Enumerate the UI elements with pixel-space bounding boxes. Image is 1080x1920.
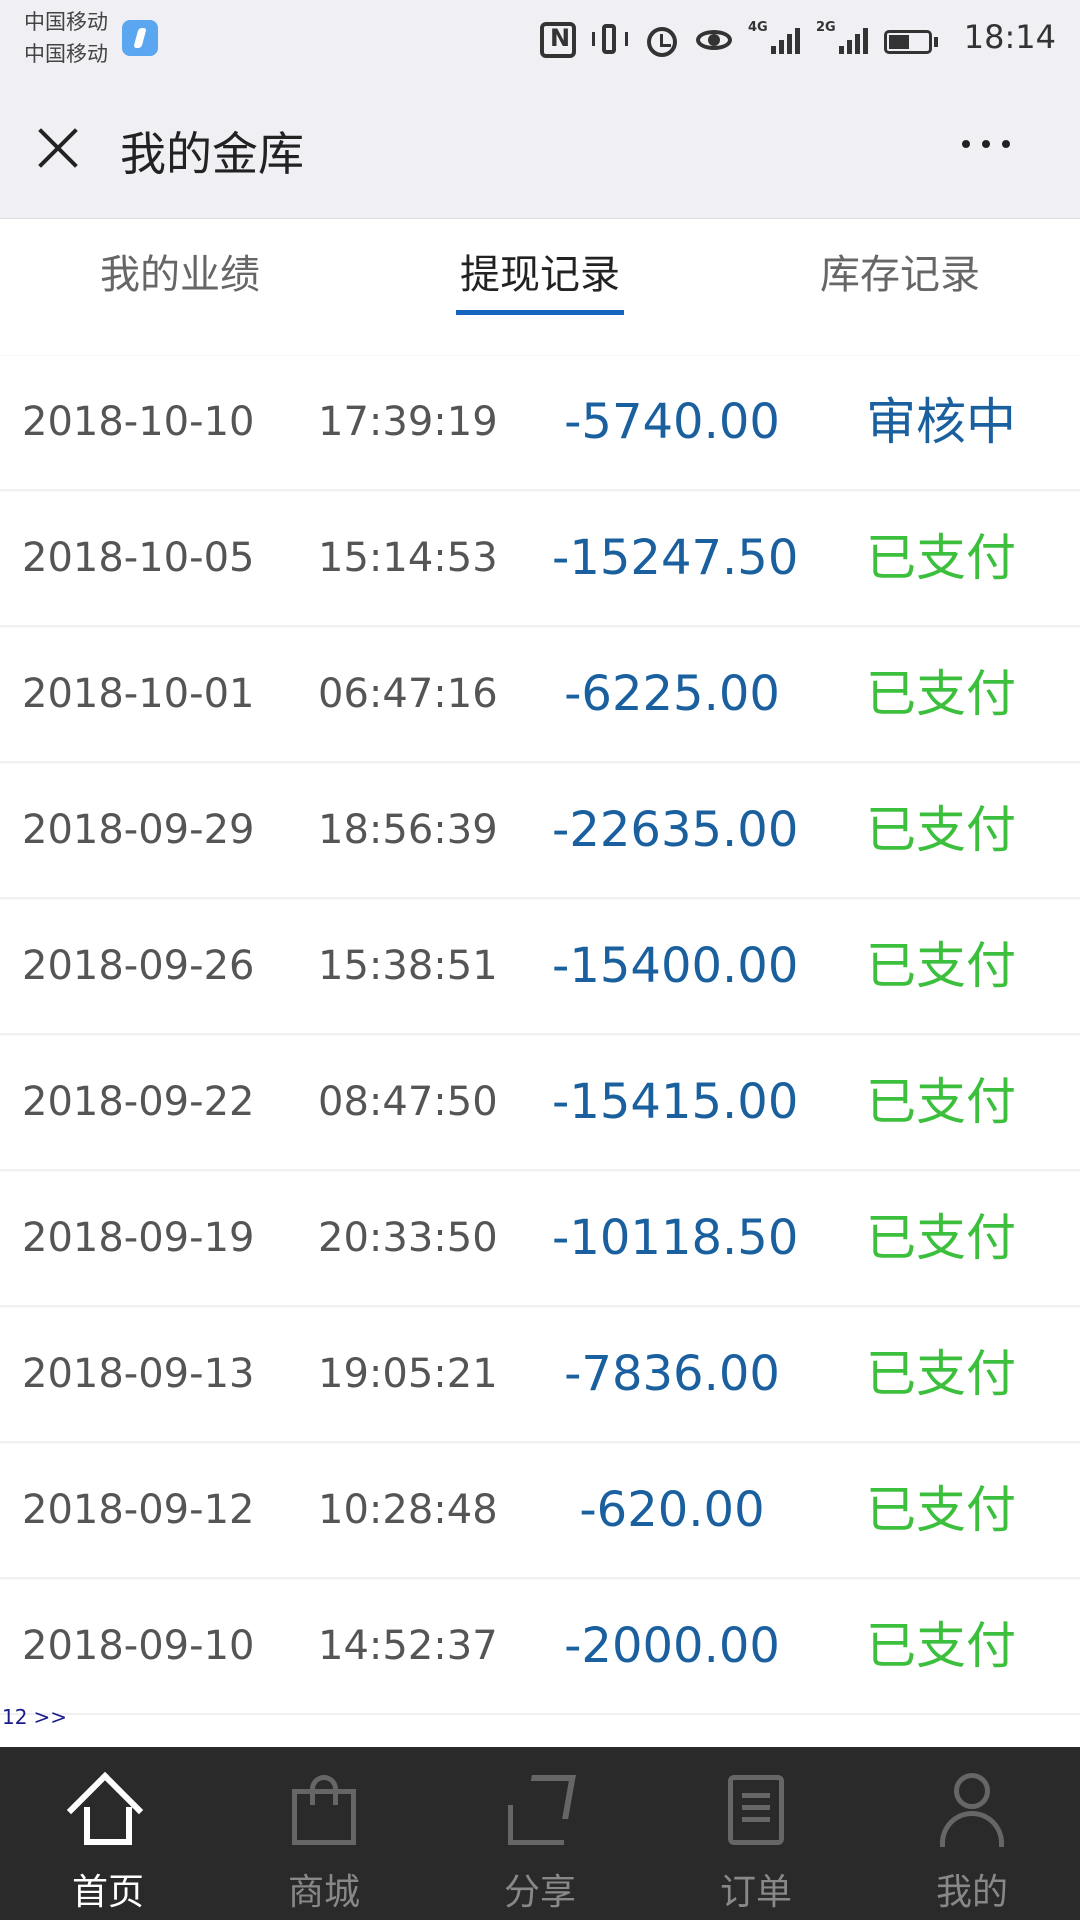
user-icon xyxy=(936,1771,1008,1847)
page-title: 我的金库 xyxy=(120,127,304,181)
record-status: 已支付 xyxy=(866,1481,1016,1539)
record-row[interactable]: 2018-10-05 15:14:53 -15247.50 已支付 xyxy=(0,491,1080,627)
record-date: 2018-10-01 xyxy=(22,671,255,717)
signal-4g-icon: 4G xyxy=(748,20,800,58)
nav-label: 分享 xyxy=(503,1872,576,1913)
record-status: 已支付 xyxy=(866,1209,1016,1267)
record-date: 2018-10-05 xyxy=(22,535,255,581)
signal-2g-icon: 2G xyxy=(816,20,868,58)
record-status: 已支付 xyxy=(866,1345,1016,1403)
pagination: 12 >> xyxy=(2,1705,67,1729)
tab-label: 提现记录 xyxy=(460,252,620,298)
nav-label: 我的 xyxy=(935,1872,1008,1913)
order-list-icon xyxy=(720,1771,792,1847)
record-time: 10:28:48 xyxy=(318,1487,498,1533)
record-amount: -10118.50 xyxy=(552,1210,799,1266)
record-row[interactable]: 2018-09-13 19:05:21 -7836.00 已支付 xyxy=(0,1307,1080,1443)
record-amount: -5740.00 xyxy=(564,394,780,450)
shopping-bag-icon xyxy=(288,1771,360,1847)
record-time: 06:47:16 xyxy=(318,671,498,717)
record-row[interactable]: 2018-09-29 18:56:39 -22635.00 已支付 xyxy=(0,763,1080,899)
record-amount: -22635.00 xyxy=(552,802,799,858)
record-amount: -15400.00 xyxy=(552,938,799,994)
status-bar: 中国移动 中国移动 4G 2G 18:14 xyxy=(0,0,1080,82)
record-status: 已支付 xyxy=(866,1073,1016,1131)
record-time: 15:14:53 xyxy=(318,535,498,581)
record-amount: -6225.00 xyxy=(564,666,780,722)
nav-share[interactable]: 分享 xyxy=(432,1747,648,1920)
home-icon xyxy=(72,1771,144,1847)
tab-inventory-records[interactable]: 库存记录 xyxy=(720,219,1080,351)
tab-performance[interactable]: 我的业绩 xyxy=(0,219,360,351)
status-time: 18:14 xyxy=(963,18,1056,56)
record-status: 已支付 xyxy=(866,801,1016,859)
eye-comfort-icon xyxy=(696,22,732,58)
alarm-icon xyxy=(644,22,680,58)
nfc-icon xyxy=(540,22,576,58)
record-row[interactable]: 2018-10-01 06:47:16 -6225.00 已支付 xyxy=(0,627,1080,763)
tab-label: 我的业绩 xyxy=(100,252,260,298)
app-badge-icon xyxy=(122,20,158,56)
share-icon xyxy=(504,1771,576,1847)
record-date: 2018-09-12 xyxy=(22,1487,255,1533)
nav-label: 商城 xyxy=(287,1872,360,1913)
record-amount: -15247.50 xyxy=(552,530,799,586)
record-time: 19:05:21 xyxy=(318,1351,498,1397)
carrier-label: 中国移动 xyxy=(24,42,108,66)
record-row[interactable]: 2018-10-10 17:39:19 -5740.00 审核中 xyxy=(0,355,1080,491)
record-date: 2018-09-19 xyxy=(22,1215,255,1261)
record-time: 20:33:50 xyxy=(318,1215,498,1261)
more-options-icon[interactable] xyxy=(962,140,1022,156)
nav-orders[interactable]: 订单 xyxy=(648,1747,864,1920)
tab-label: 库存记录 xyxy=(820,252,980,298)
record-row[interactable]: 2018-09-19 20:33:50 -10118.50 已支付 xyxy=(0,1171,1080,1307)
battery-icon xyxy=(884,22,940,58)
withdrawal-records-list: 2018-10-10 17:39:19 -5740.00 审核中 2018-10… xyxy=(0,355,1080,1715)
tab-withdrawal-records[interactable]: 提现记录 xyxy=(360,219,720,351)
record-row[interactable]: 2018-09-12 10:28:48 -620.00 已支付 xyxy=(0,1443,1080,1579)
record-row[interactable]: 2018-09-10 14:52:37 -2000.00 已支付 xyxy=(0,1579,1080,1715)
record-row[interactable]: 2018-09-26 15:38:51 -15400.00 已支付 xyxy=(0,899,1080,1035)
record-time: 14:52:37 xyxy=(318,1623,498,1669)
record-status: 已支付 xyxy=(866,529,1016,587)
record-date: 2018-09-22 xyxy=(22,1079,255,1125)
title-bar: 我的金库 xyxy=(0,82,1080,219)
vibrate-icon xyxy=(592,22,628,58)
carrier-label: 中国移动 xyxy=(24,10,108,34)
record-time: 15:38:51 xyxy=(318,943,498,989)
record-status: 已支付 xyxy=(866,1617,1016,1675)
page-numbers[interactable]: 12 xyxy=(2,1705,28,1729)
record-amount: -620.00 xyxy=(579,1482,765,1538)
bottom-nav: 首页 商城 分享 订单 我的 xyxy=(0,1747,1080,1920)
record-time: 18:56:39 xyxy=(318,807,498,853)
nav-profile[interactable]: 我的 xyxy=(864,1747,1080,1920)
record-status: 审核中 xyxy=(866,393,1016,451)
nav-label: 首页 xyxy=(71,1872,144,1913)
record-date: 2018-09-29 xyxy=(22,807,255,853)
record-date: 2018-09-26 xyxy=(22,943,255,989)
active-tab-indicator xyxy=(456,310,624,315)
record-status: 已支付 xyxy=(866,937,1016,995)
record-date: 2018-09-10 xyxy=(22,1623,255,1669)
record-date: 2018-10-10 xyxy=(22,399,255,445)
tab-bar: 我的业绩 提现记录 库存记录 xyxy=(0,219,1080,351)
nav-label: 订单 xyxy=(719,1872,792,1913)
record-amount: -15415.00 xyxy=(552,1074,799,1130)
nav-mall[interactable]: 商城 xyxy=(216,1747,432,1920)
next-page-link[interactable]: >> xyxy=(33,1705,67,1729)
record-amount: -7836.00 xyxy=(564,1346,780,1402)
nav-home[interactable]: 首页 xyxy=(0,1747,216,1920)
record-time: 08:47:50 xyxy=(318,1079,498,1125)
record-date: 2018-09-13 xyxy=(22,1351,255,1397)
record-row[interactable]: 2018-09-22 08:47:50 -15415.00 已支付 xyxy=(0,1035,1080,1171)
record-time: 17:39:19 xyxy=(318,399,498,445)
record-amount: -2000.00 xyxy=(564,1618,780,1674)
record-status: 已支付 xyxy=(866,665,1016,723)
close-icon[interactable] xyxy=(34,124,82,172)
